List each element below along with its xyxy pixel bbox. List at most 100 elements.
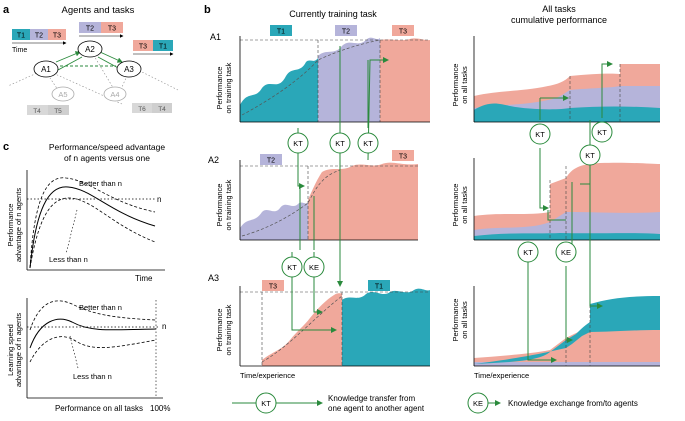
a4-inactive-tasks: T6 T4 xyxy=(132,103,172,113)
panel-c-letter: c xyxy=(3,141,9,153)
svg-text:Performance: Performance xyxy=(451,64,460,107)
svg-text:KT: KT xyxy=(585,151,595,160)
col2-title-1: All tasks xyxy=(542,4,576,14)
agent-a5: A5 xyxy=(51,86,75,102)
svg-text:KT: KT xyxy=(597,128,607,137)
row1-all-tasks-chart: Performance on all tasks xyxy=(451,36,660,123)
a3-task-sequence: T3 T1 xyxy=(133,40,174,56)
a2-seq-t2: T2 xyxy=(86,26,94,33)
svg-text:A3: A3 xyxy=(124,65,134,74)
svg-text:A5: A5 xyxy=(58,90,67,99)
row3-training-chart: A3 Performance on training task T3 T1 Ti… xyxy=(208,273,430,380)
panel-c-title-2: of n agents versus one xyxy=(64,153,150,163)
svg-text:on all tasks: on all tasks xyxy=(460,66,469,104)
row2-all-tasks-chart: Performance on all tasks xyxy=(451,158,660,241)
bottom-xlabel: Performance on all tasks xyxy=(55,404,143,413)
svg-text:T3: T3 xyxy=(399,29,407,36)
a2-seq-t3: T3 xyxy=(108,26,116,33)
kt-node-right-row1-a: KT xyxy=(529,123,551,145)
panel-b-letter: b xyxy=(204,4,211,16)
row3-all-tasks-chart: Performance on all tasks Time/experience xyxy=(451,286,660,380)
a1-seq-t2: T2 xyxy=(35,33,43,40)
bottom-better-label: Better than n xyxy=(79,303,122,312)
a2-task-sequence: T2 T3 xyxy=(79,22,124,38)
row2-training-chart: A2 Performance on training task T2 T3 xyxy=(208,150,418,241)
row1-label: A1 xyxy=(210,32,221,42)
row1-training-chart: A1 Performance on training task T1 T2 T3 xyxy=(210,25,430,123)
top-n-label: n xyxy=(157,195,161,204)
svg-text:KT: KT xyxy=(261,399,271,408)
svg-text:on training task: on training task xyxy=(224,62,233,113)
a3-seq-t1: T1 xyxy=(159,44,167,51)
col2-title-2: cumulative performance xyxy=(511,15,607,25)
svg-text:KT: KT xyxy=(363,139,373,148)
svg-text:T1: T1 xyxy=(375,284,383,291)
bottom-ylabel-2: advantage of n agents xyxy=(14,313,23,387)
kt-node-right-row1-b: KT xyxy=(591,121,613,143)
panel-b: b Currently training task All tasks cumu… xyxy=(204,4,660,380)
a1-seq-t1: T1 xyxy=(17,33,25,40)
svg-text:KT: KT xyxy=(535,130,545,139)
svg-text:on training task: on training task xyxy=(224,304,233,355)
svg-text:Performance: Performance xyxy=(451,184,460,227)
legend-kt: KT Knowledge transfer from one agent to … xyxy=(232,392,425,414)
svg-text:on all tasks: on all tasks xyxy=(460,186,469,224)
panel-c-title-1: Performance/speed advantage xyxy=(49,142,166,152)
panel-a-title: Agents and tasks xyxy=(62,5,135,16)
row3-xlabel: Time/experience xyxy=(240,371,295,380)
top-xlabel: Time xyxy=(135,274,153,283)
svg-text:KE: KE xyxy=(473,399,483,408)
time-label: Time xyxy=(12,47,27,54)
svg-text:Performance: Performance xyxy=(215,309,224,352)
ke-node-row2: KE xyxy=(303,256,325,278)
svg-text:A1: A1 xyxy=(41,65,51,74)
top-better-label: Better than n xyxy=(79,179,122,188)
svg-text:T4: T4 xyxy=(158,106,166,113)
svg-text:KT: KT xyxy=(287,263,297,272)
legend-kt-text-2: one agent to another agent xyxy=(328,404,425,413)
legend: KT Knowledge transfer from one agent to … xyxy=(232,392,638,414)
svg-text:T2: T2 xyxy=(342,29,350,36)
panel-a-letter: a xyxy=(3,4,10,16)
top-less-label: Less than n xyxy=(49,255,88,264)
svg-text:T6: T6 xyxy=(138,106,146,113)
advantage-speed-plot: Learning speed advantage of n agents Per… xyxy=(6,298,170,413)
svg-text:T1: T1 xyxy=(277,29,285,36)
svg-text:Performance: Performance xyxy=(215,184,224,227)
agent-a2: A2 xyxy=(77,40,103,58)
svg-text:on training task: on training task xyxy=(224,179,233,230)
svg-text:A2: A2 xyxy=(85,45,95,54)
ke-node-right-row3: KE xyxy=(555,241,577,263)
svg-text:T2: T2 xyxy=(267,158,275,165)
advantage-performance-plot: Performance advantage of n agents Time n… xyxy=(6,170,165,283)
row3-right-xlabel: Time/experience xyxy=(474,371,529,380)
row2-label: A2 xyxy=(208,155,219,165)
kt-node-row1-a: KT xyxy=(287,132,309,154)
svg-text:KT: KT xyxy=(293,139,303,148)
agent-a3: A3 xyxy=(116,60,142,78)
a1-seq-t3: T3 xyxy=(53,33,61,40)
transfer-arrows xyxy=(291,46,613,363)
bottom-less-label: Less than n xyxy=(73,372,112,381)
svg-text:T4: T4 xyxy=(33,108,41,115)
svg-text:KT: KT xyxy=(335,139,345,148)
kt-node-row1-b: KT xyxy=(329,132,351,154)
a1-task-sequence: T1 T2 T3 Time xyxy=(12,29,67,54)
svg-text:Performance: Performance xyxy=(451,299,460,342)
bottom-n-label: n xyxy=(162,322,166,331)
a5-inactive-tasks: T4 T5 xyxy=(27,105,69,115)
svg-text:KE: KE xyxy=(309,263,319,272)
kt-node-right-row3: KT xyxy=(517,241,539,263)
col1-title: Currently training task xyxy=(289,9,377,19)
top-ylabel-2: advantage of n agents xyxy=(14,188,23,262)
agent-a4: A4 xyxy=(103,86,127,102)
panel-c: c Performance/speed advantage of n agent… xyxy=(3,141,170,413)
a3-seq-t3: T3 xyxy=(139,44,147,51)
svg-text:on all tasks: on all tasks xyxy=(460,301,469,339)
svg-text:T3: T3 xyxy=(269,284,277,291)
svg-text:T5: T5 xyxy=(54,108,62,115)
legend-ke-text: Knowledge exchange from/to agents xyxy=(508,399,638,408)
svg-text:T3: T3 xyxy=(399,154,407,161)
bottom-ylabel-1: Learning speed xyxy=(6,324,15,376)
